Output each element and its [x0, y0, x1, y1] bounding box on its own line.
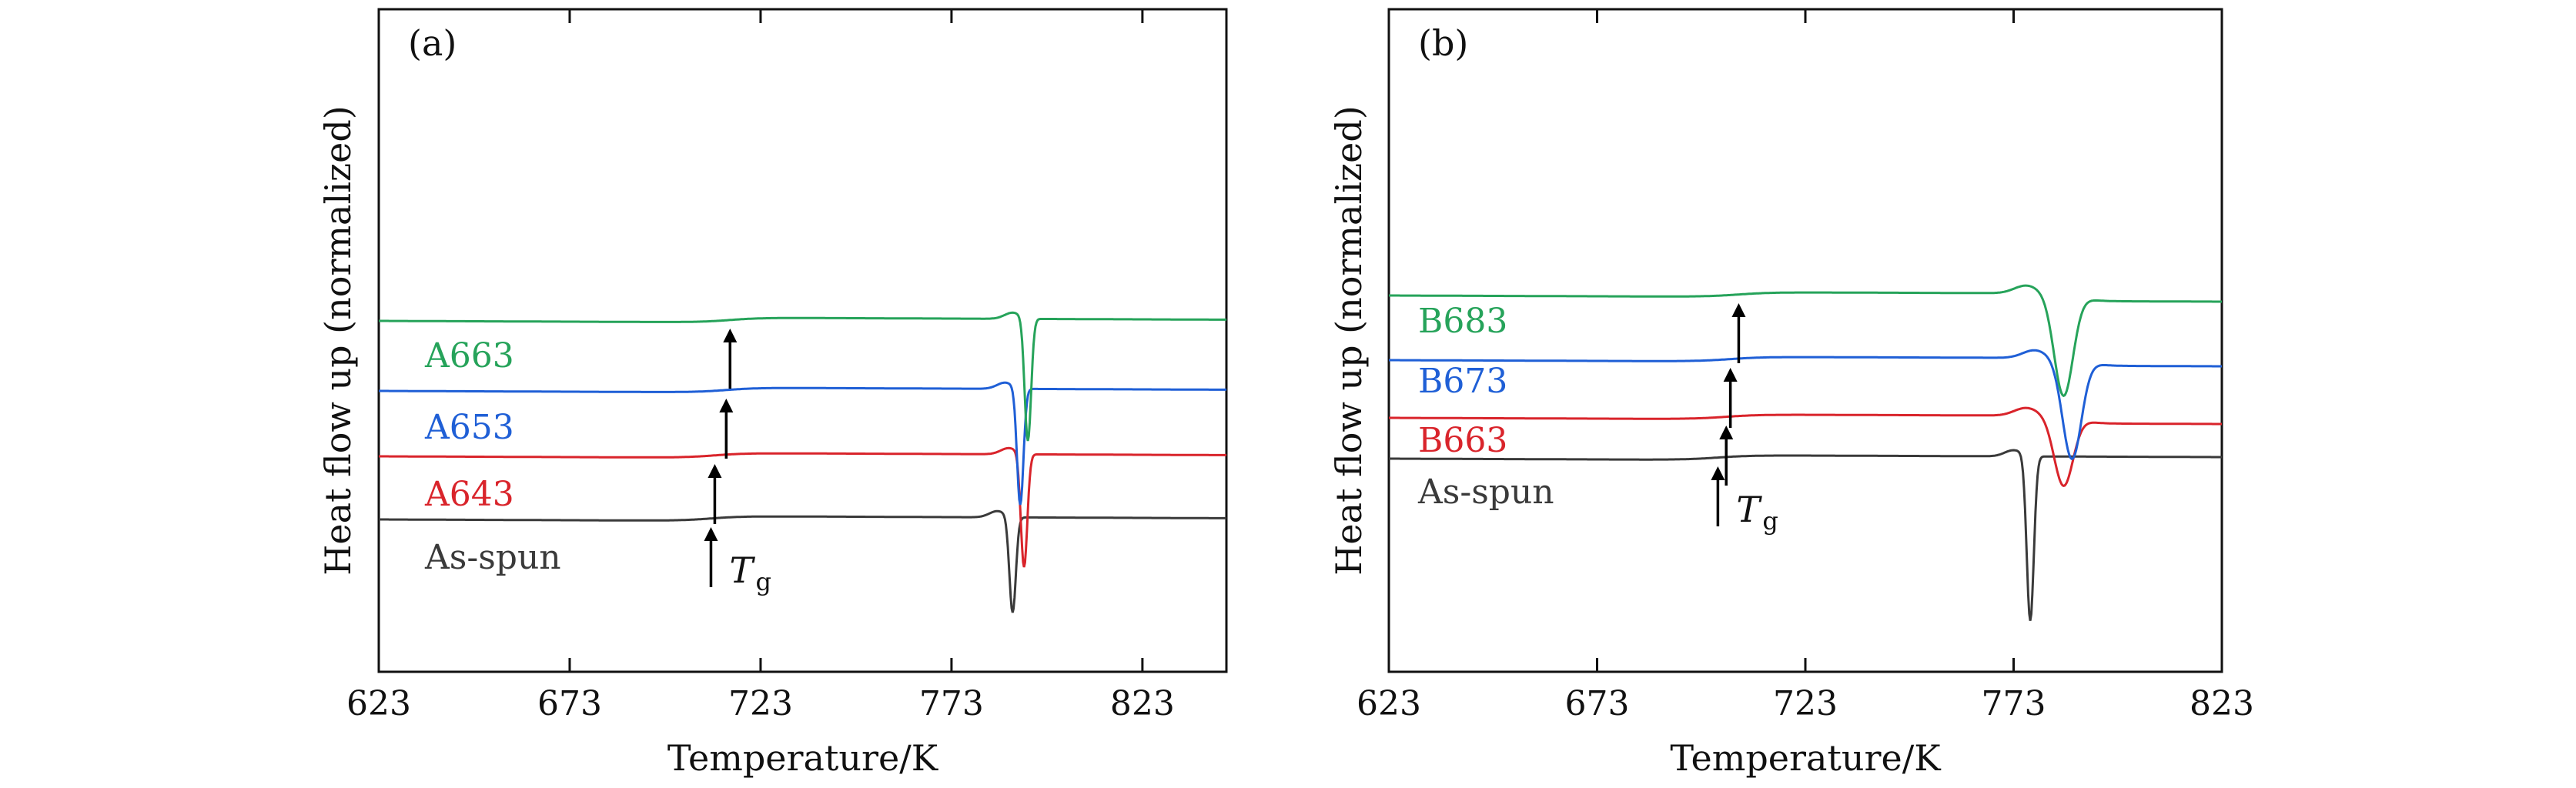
panel-label: (b)	[1418, 22, 1468, 64]
tg-label: T	[1736, 489, 1762, 530]
x-tick-label: 623	[346, 684, 411, 723]
tg-label: T	[729, 549, 755, 591]
series-line-a643	[379, 446, 1226, 568]
x-tick-label: 773	[1982, 684, 2046, 723]
series-line-b663	[1389, 406, 2222, 488]
series-label-a653: A653	[424, 408, 514, 447]
series-line-a663	[379, 311, 1226, 442]
tg-subscript: g	[755, 567, 771, 596]
x-tick-label: 673	[1565, 684, 1630, 723]
tg-subscript: g	[1762, 506, 1778, 536]
tg-arrow-head	[1719, 426, 1734, 439]
tg-arrow-head	[719, 399, 734, 412]
tg-arrow-head	[1711, 466, 1725, 480]
plot-frame	[377, 8, 1228, 673]
panel-label: (a)	[408, 22, 457, 64]
series-label-a663: A663	[424, 336, 514, 376]
y-axis-title: Heat flow up (normalized)	[1328, 105, 1370, 576]
tg-arrow-head	[708, 464, 722, 478]
tg-arrow-head	[723, 329, 738, 342]
x-tick-label: 623	[1357, 684, 1421, 723]
x-tick-label: 823	[2190, 684, 2254, 723]
x-tick-label: 773	[919, 684, 984, 723]
tg-arrow-head	[1731, 303, 1746, 317]
plot-frame	[1387, 8, 2223, 673]
series-line-b683	[1389, 284, 2222, 398]
x-tick-label: 823	[1110, 684, 1175, 723]
tg-arrow-head	[704, 527, 718, 541]
x-tick-label: 673	[537, 684, 602, 723]
panel-a: 623 673 723 773 823 Temperature/K Heat flow up…	[317, 8, 1228, 779]
x-tick-label: 723	[1773, 684, 1838, 723]
series-line-as-spun	[1389, 449, 2222, 621]
x-tick-label: 723	[728, 684, 793, 723]
tg-arrow-head	[1723, 368, 1738, 382]
series-label-as-spun: As-spun	[1417, 472, 1554, 512]
x-axis-title: Temperature/K	[667, 737, 939, 779]
series-label-b663: B663	[1418, 421, 1507, 460]
series-label-a643: A643	[424, 475, 514, 514]
series-label-b683: B683	[1418, 302, 1507, 341]
series-line-a653	[379, 381, 1226, 506]
x-axis-title: Temperature/K	[1670, 737, 1942, 779]
series-label-as-spun: As-spun	[424, 538, 561, 577]
series-line-b673	[1389, 349, 2222, 461]
series-line-as-spun	[379, 509, 1226, 613]
series-label-b673: B673	[1418, 362, 1507, 401]
panel-b: 623 673 723 773 823 Temperature/K Heat flow up…	[1328, 8, 2254, 779]
y-axis-title: Heat flow up (normalized)	[317, 105, 359, 576]
